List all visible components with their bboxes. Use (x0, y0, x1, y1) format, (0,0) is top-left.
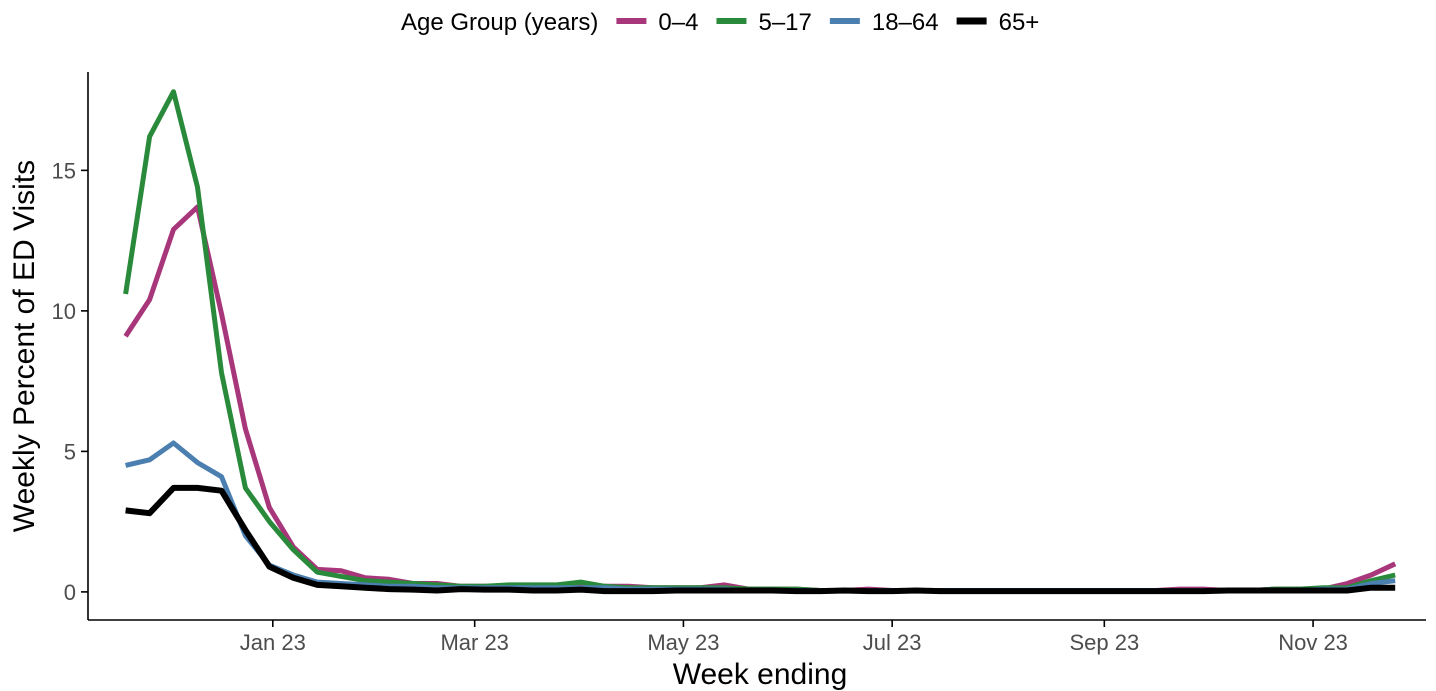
x-tick-label: Nov 23 (1278, 630, 1348, 655)
x-tick-label: Jul 23 (863, 630, 922, 655)
x-tick-label: Mar 23 (440, 630, 508, 655)
legend-label-3: 18–64 (872, 9, 939, 36)
legend-title: Age Group (years) (401, 9, 598, 36)
y-axis-ticks: 0 5 10 15 (52, 158, 88, 605)
y-tick-label: 0 (64, 580, 76, 605)
x-tick-label: Sep 23 (1069, 630, 1139, 655)
x-tick-label: May 23 (647, 630, 719, 655)
y-axis-title: Weekly Percent of ED Visits (8, 160, 41, 532)
legend: Age Group (years) 0–4 5–17 18–64 65+ (401, 9, 1039, 36)
legend-label-4: 65+ (999, 9, 1040, 36)
series-line-4 (125, 484, 1396, 595)
legend-label-1: 0–4 (658, 9, 698, 36)
x-axis-title: Week ending (673, 658, 848, 691)
y-tick-label: 15 (52, 158, 76, 183)
y-tick-label: 5 (64, 439, 76, 464)
series-line-1 (123, 204, 1397, 593)
series-lines (123, 89, 1397, 595)
x-tick-label: Jan 23 (240, 630, 306, 655)
series-line-2 (123, 89, 1396, 593)
x-axis-ticks: Jan 23 Mar 23 May 23 Jul 23 Sep 23 Nov 23 (240, 620, 1348, 655)
legend-label-2: 5–17 (758, 9, 811, 36)
y-tick-label: 10 (52, 299, 76, 324)
